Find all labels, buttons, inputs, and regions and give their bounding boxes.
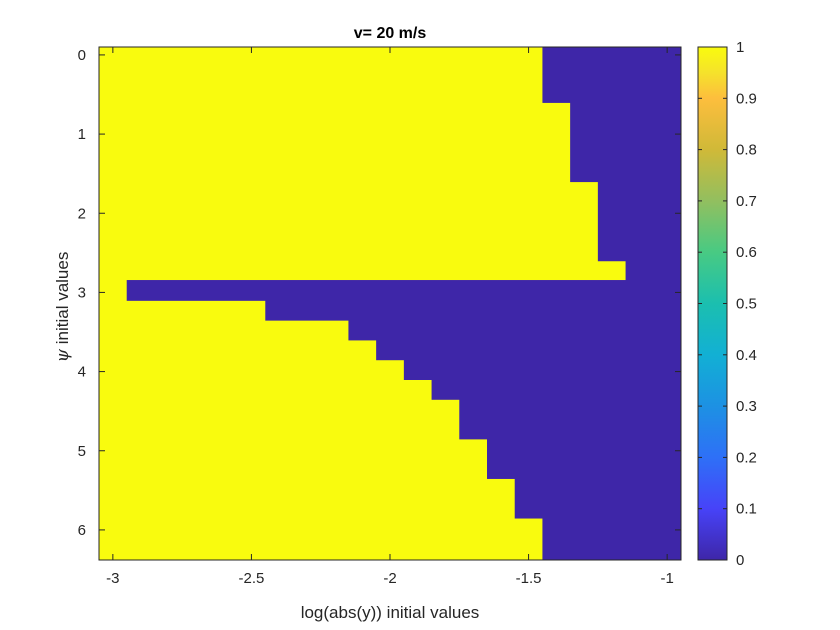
colorbar-tick-label: 0.2 xyxy=(736,449,757,466)
x-tick-label: -1.5 xyxy=(516,570,542,587)
y-axis: 0 1 2 3 4 5 6 xyxy=(78,47,681,539)
x-tick-label: -2 xyxy=(383,570,396,587)
colorbar-tick-label: 0.9 xyxy=(736,90,757,107)
colorbar-tick-label: 0.3 xyxy=(736,398,757,415)
x-axis-label: log(abs(y)) initial values xyxy=(301,603,480,622)
colorbar-tick-label: 0.8 xyxy=(736,142,757,159)
y-tick-label: 4 xyxy=(78,364,86,381)
colorbar-tick-label: 0.1 xyxy=(736,501,757,518)
y-tick-label: 2 xyxy=(78,205,86,222)
heatmap-regions xyxy=(126,46,681,561)
heatmap-cell-row-11 xyxy=(487,438,681,479)
y-tick-label: 6 xyxy=(78,522,86,539)
colorbar-tick-label: 0.5 xyxy=(736,296,757,313)
y-tick-label: 1 xyxy=(78,126,86,143)
heatmap-cell-row-0 xyxy=(542,46,681,103)
heatmap-cell-row-3 xyxy=(625,260,681,282)
y-tick-label: 0 xyxy=(78,47,86,64)
colorbar: 0 0.1 0.2 0.3 0.4 0.5 0.6 0.7 0.8 0.9 1 xyxy=(697,39,757,569)
x-tick-label: -3 xyxy=(106,570,119,587)
y-axis-label: ψ initial values xyxy=(53,252,73,363)
x-tick-label: -2.5 xyxy=(238,570,264,587)
heatmap-cell-row-5 xyxy=(265,299,681,321)
colorbar-tick-label: 0.4 xyxy=(736,347,757,364)
heatmap-cell-row-9 xyxy=(431,379,681,400)
heatmap-cell-row-2 xyxy=(597,181,681,262)
chart-title: v= 20 m/s xyxy=(354,25,427,42)
y-tick-label: 5 xyxy=(78,443,86,460)
colorbar-tick-label: 0.6 xyxy=(736,244,757,261)
y-axis-label-symbol: ψ xyxy=(53,348,73,362)
heatmap-cell-row-10 xyxy=(459,398,681,440)
heatmap-cell-row-6 xyxy=(348,319,681,341)
heatmap-cell-row-13 xyxy=(542,517,681,561)
y-axis-label-text: initial values xyxy=(53,252,72,345)
colorbar-tick-label: 0 xyxy=(736,552,744,569)
heatmap-cell-row-8 xyxy=(403,359,681,380)
colorbar-gradient xyxy=(697,46,728,561)
heatmap-cell-row-1 xyxy=(570,101,681,183)
heatmap-cell-row-7 xyxy=(376,339,681,361)
heatmap-cell-row-12 xyxy=(514,477,681,519)
colorbar-tick-label: 1 xyxy=(736,39,744,56)
colorbar-tick-label: 0.7 xyxy=(736,193,757,210)
x-axis: -3 -2.5 -2 -1.5 -1 xyxy=(106,47,674,587)
heatmap-cell-row-4 xyxy=(126,280,681,301)
y-tick-label: 3 xyxy=(78,284,86,301)
x-tick-label: -1 xyxy=(660,570,673,587)
colorbar-ticks: 0 0.1 0.2 0.3 0.4 0.5 0.6 0.7 0.8 0.9 1 xyxy=(698,39,757,569)
plot-area: -3 -2.5 -2 -1.5 -1 0 1 2 3 4 5 6 xyxy=(78,46,682,587)
